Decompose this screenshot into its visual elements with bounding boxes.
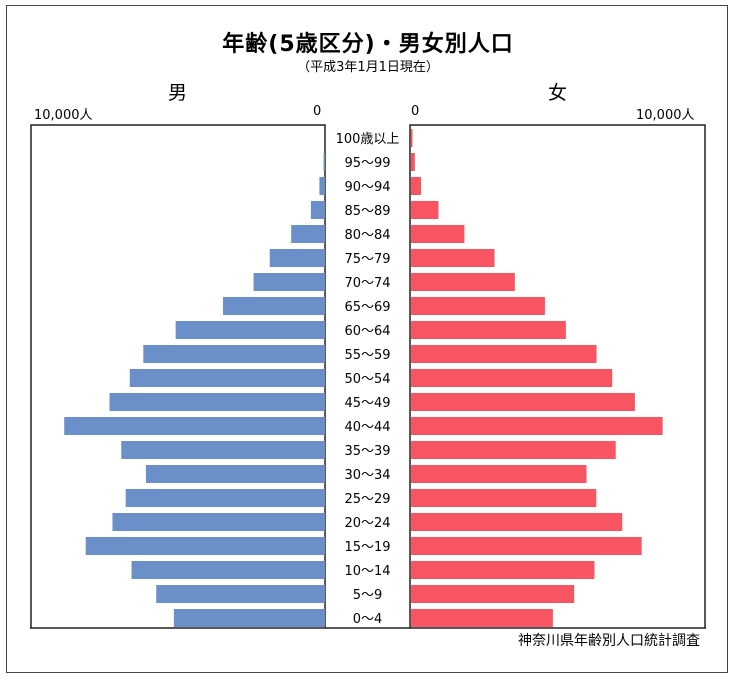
female-bar <box>411 345 597 363</box>
figure-frame <box>6 5 728 673</box>
age-group-label: 55～59 <box>344 348 390 363</box>
female-bar <box>411 561 595 579</box>
age-group-label: 20～24 <box>344 516 390 531</box>
female-bar <box>411 177 422 195</box>
male-bar <box>291 225 325 243</box>
male-bar <box>253 273 325 291</box>
female-bar <box>411 153 415 171</box>
female-axis-zero-label: 0 <box>411 104 420 119</box>
age-group-label: 65～69 <box>344 300 390 315</box>
male-bar <box>109 393 325 411</box>
age-group-label: 90～94 <box>344 180 390 195</box>
male-bar <box>323 153 325 171</box>
male-bar <box>131 561 325 579</box>
source-note: 神奈川県年齢別人口統計調査 <box>518 633 700 649</box>
female-bar <box>411 465 587 483</box>
male-bar <box>112 513 325 531</box>
male-bar <box>145 465 325 483</box>
female-bar <box>411 225 465 243</box>
age-group-label: 30～34 <box>344 468 390 483</box>
age-group-label: 70～74 <box>344 276 390 291</box>
age-group-label: 80～84 <box>344 228 390 243</box>
male-label: 男 <box>168 82 188 104</box>
age-group-label: 95～99 <box>344 156 390 171</box>
age-group-label: 25～29 <box>344 492 390 507</box>
age-group-label: 15～19 <box>344 540 390 555</box>
age-group-label: 50～54 <box>344 372 390 387</box>
female-bar <box>411 417 663 435</box>
male-bar <box>64 417 326 435</box>
male-bar <box>173 609 325 627</box>
male-bar <box>121 441 326 459</box>
female-panel-border <box>409 124 706 628</box>
age-group-label: 35～39 <box>344 444 390 459</box>
male-bar <box>222 297 325 315</box>
male-bar <box>175 321 325 339</box>
female-bar <box>411 489 597 507</box>
age-group-label: 40～44 <box>344 420 390 435</box>
male-bar <box>143 345 325 363</box>
female-bar <box>411 273 515 291</box>
female-bar <box>411 369 613 387</box>
female-bar <box>411 609 553 627</box>
female-bar <box>411 249 495 267</box>
female-bar <box>411 201 439 219</box>
male-bar <box>125 489 325 507</box>
female-bar <box>411 513 623 531</box>
male-bar <box>156 585 325 603</box>
female-axis-max-label: 10,000人 <box>636 108 695 123</box>
male-bar <box>85 537 326 555</box>
chart-title: 年齢(5歳区分)・男女別人口 <box>222 32 514 57</box>
male-axis-zero-label: 0 <box>313 104 322 119</box>
male-bar <box>319 177 325 195</box>
age-group-label: 5～9 <box>353 588 383 603</box>
female-bar <box>411 129 413 147</box>
age-group-label: 75～79 <box>344 252 390 267</box>
male-bar <box>310 201 325 219</box>
female-bar <box>411 393 635 411</box>
female-label: 女 <box>548 82 568 104</box>
age-group-label: 45～49 <box>344 396 390 411</box>
male-bar <box>129 369 325 387</box>
male-bar <box>269 249 325 267</box>
age-group-label: 10～14 <box>344 564 390 579</box>
female-bar <box>411 441 616 459</box>
female-bar <box>411 585 575 603</box>
female-bar <box>411 321 566 339</box>
male-axis-max-label: 10,000人 <box>34 108 93 123</box>
female-bar <box>411 537 642 555</box>
age-group-label: 85～89 <box>344 204 390 219</box>
age-group-label: 0～4 <box>353 612 383 627</box>
chart-subtitle: （平成3年1月1日現在） <box>297 60 439 75</box>
female-bar <box>411 297 545 315</box>
age-group-label: 60～64 <box>344 324 390 339</box>
age-group-label: 100歳以上 <box>336 132 400 147</box>
